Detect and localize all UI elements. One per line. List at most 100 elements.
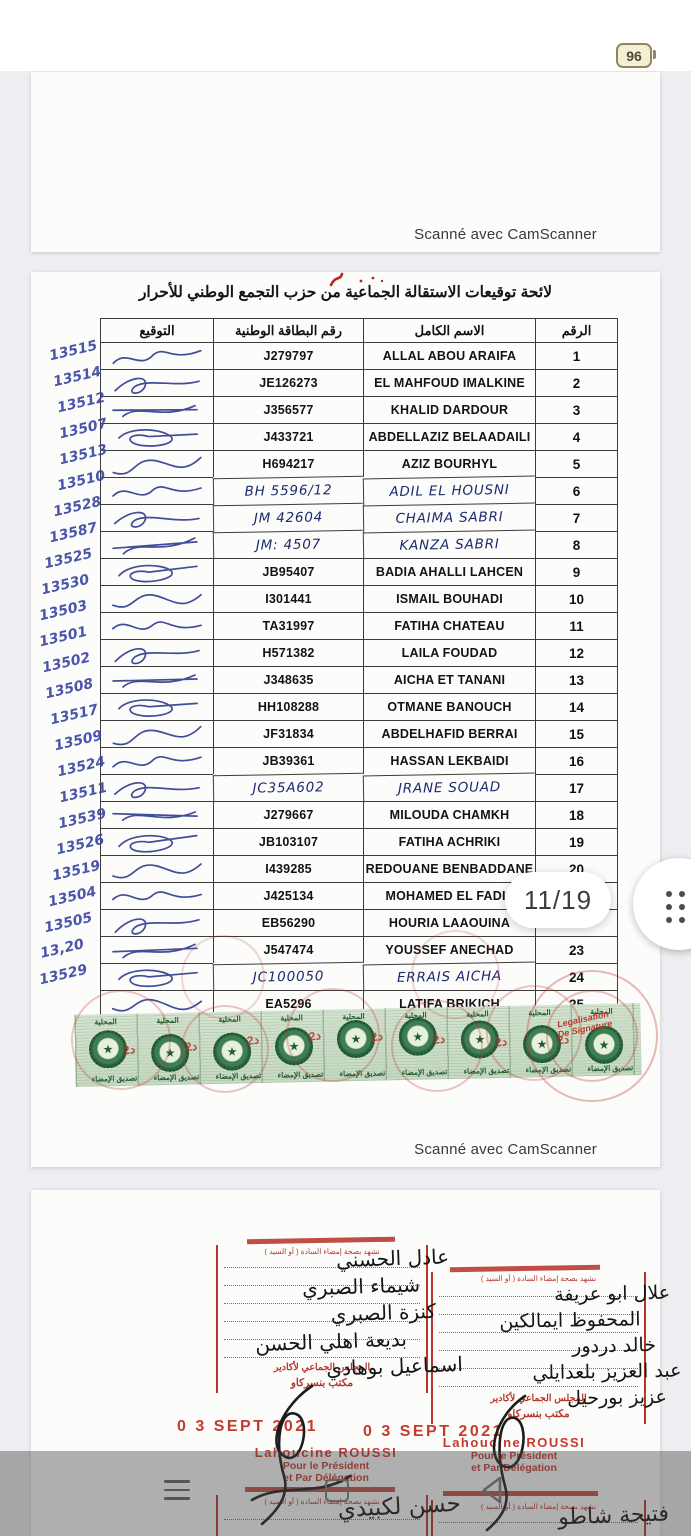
stamp-dotted-line	[439, 1314, 638, 1315]
id-cell: JF31834	[213, 720, 363, 747]
number-cell: 16	[535, 747, 617, 774]
margin-number: 13525	[42, 545, 94, 573]
signature-cell	[101, 504, 213, 531]
red-pen-mark	[329, 272, 384, 287]
margin-number: 13503	[37, 597, 89, 625]
margin-number: 13530	[39, 571, 91, 599]
status-bar: 96	[0, 0, 691, 71]
margin-number: 13501	[37, 623, 89, 651]
signatures-table: التوقيع رقم البطاقة الوطنية الاسم الكامل…	[100, 318, 618, 1018]
name-cell: CHAIMA SABRI	[362, 502, 536, 533]
menu-icon[interactable]	[164, 1480, 190, 1506]
margin-number: 13515	[47, 337, 99, 365]
scanned-page-3: نشهد بصحة إمضاء السادة ( أو السيد ) المج…	[31, 1190, 682, 1536]
margin-number: 13519	[50, 857, 102, 885]
name-cell: JRANE SOUAD	[362, 772, 536, 803]
signature-cell	[101, 720, 213, 747]
stamp-caption: نشهد بصحة إمضاء السادة ( أو السيد )	[264, 1247, 380, 1256]
margin-number: 13528	[51, 493, 103, 521]
signature-cell	[101, 747, 213, 774]
scanned-page-1: Scanné avec CamScanner	[31, 72, 660, 252]
name-cell: HASSAN LEKBAIDI	[363, 747, 535, 774]
red-round-stamp	[546, 990, 638, 1082]
signature-cell	[101, 396, 213, 423]
name-cell: AICHA ET TANANI	[363, 666, 535, 693]
stamp-top-bar	[443, 1491, 598, 1496]
number-cell: 14	[535, 693, 617, 720]
id-cell: JC35A602	[212, 772, 364, 803]
stamp-footer: مكتب بنسركاو	[507, 1408, 570, 1420]
red-round-stamp	[181, 935, 265, 1019]
id-cell: J425134	[213, 882, 363, 909]
official-signature-text-right: Lahoucine ROUSSI Pour le Président et Pa…	[442, 1435, 586, 1474]
margin-number: 13505	[42, 909, 94, 937]
number-cell: 19	[535, 828, 617, 855]
number-cell: 11	[535, 612, 617, 639]
header-id: رقم البطاقة الوطنية	[213, 319, 363, 342]
id-cell: JB39361	[213, 747, 363, 774]
home-square-icon[interactable]	[325, 1479, 349, 1502]
signature-cell	[101, 423, 213, 450]
stamp-footer: المجلس الجماعي لأكادير	[273, 1362, 371, 1373]
name-cell: HOURIA LAAOUINA	[363, 909, 535, 936]
signature-cell	[101, 639, 213, 666]
signature-cell	[101, 909, 213, 936]
red-round-stamp	[411, 930, 500, 1019]
id-cell: I301441	[213, 585, 363, 612]
number-cell: 2	[535, 369, 617, 396]
name-cell: LAILA FOUDAD	[363, 639, 535, 666]
header-name: الاسم الكامل	[363, 319, 535, 342]
id-cell: JM 42604	[212, 502, 364, 533]
stamp-dotted-line	[439, 1386, 638, 1387]
stamp-dotted-line	[224, 1357, 420, 1358]
number-cell: 18	[535, 801, 617, 828]
navigation-bar-overlay	[0, 1451, 691, 1536]
name-cell: ABDELLAZIZ BELAADAILI	[363, 423, 535, 450]
stamp-dotted-line	[439, 1296, 638, 1297]
back-triangle-icon[interactable]	[480, 1475, 504, 1505]
signature-cell	[101, 882, 213, 909]
official-signature-text-left: Lahoucine ROUSSI Pour le Président et Pa…	[254, 1445, 398, 1484]
name-cell: FATIHA ACHRIKI	[363, 828, 535, 855]
signature-cell	[101, 612, 213, 639]
handwritten-signature-left	[250, 1384, 352, 1526]
signature-cell	[101, 693, 213, 720]
number-cell: 10	[535, 585, 617, 612]
id-cell: EB56290	[213, 909, 363, 936]
name-cell: FATIHA CHATEAU	[363, 612, 535, 639]
name-cell: OTMANE BANOUCH	[363, 693, 535, 720]
number-cell: 13	[535, 666, 617, 693]
number-cell: 9	[535, 558, 617, 585]
id-cell: J279797	[213, 342, 363, 369]
page-indicator: 11/19	[505, 872, 611, 928]
margin-number: 13502	[40, 649, 92, 677]
id-cell: J348635	[213, 666, 363, 693]
red-round-stamp	[71, 990, 171, 1090]
red-round-stamp	[286, 988, 380, 1082]
margin-number: 13526	[54, 831, 106, 859]
stamp-dotted-line	[439, 1332, 638, 1333]
id-cell: J356577	[213, 396, 363, 423]
number-cell: 7	[535, 504, 617, 531]
id-cell: TA31997	[213, 612, 363, 639]
signature-cell	[101, 963, 213, 990]
id-cell: JM: 4507	[212, 529, 364, 560]
scanned-page-2: لائحة توقيعات الاستقالة الجماعية من حزب …	[31, 272, 660, 1167]
id-cell: H571382	[213, 639, 363, 666]
date-stamp-right: 0 3 SEPT 2021	[363, 1423, 505, 1440]
name-cell: MOHAMED EL FADIL	[363, 882, 535, 909]
signature-cell	[101, 369, 213, 396]
signature-cell	[101, 585, 213, 612]
stamp-dotted-line	[224, 1285, 420, 1286]
number-cell: 17	[535, 774, 617, 801]
margin-number: 13,20	[38, 936, 86, 962]
bottom-stamp-block-left: نشهد بصحة إمضاء السادة ( أو السيد )	[216, 1495, 428, 1536]
signature-cell	[101, 936, 213, 963]
id-cell: J433721	[213, 423, 363, 450]
legalization-stamp-block-right: نشهد بصحة إمضاء السادة ( أو السيد ) المج…	[431, 1272, 646, 1424]
margin-number: 13587	[47, 519, 99, 547]
name-cell: ISMAIL BOUHADI	[363, 585, 535, 612]
margin-number: 13504	[46, 883, 98, 911]
name-cell: KANZA SABRI	[362, 529, 536, 560]
